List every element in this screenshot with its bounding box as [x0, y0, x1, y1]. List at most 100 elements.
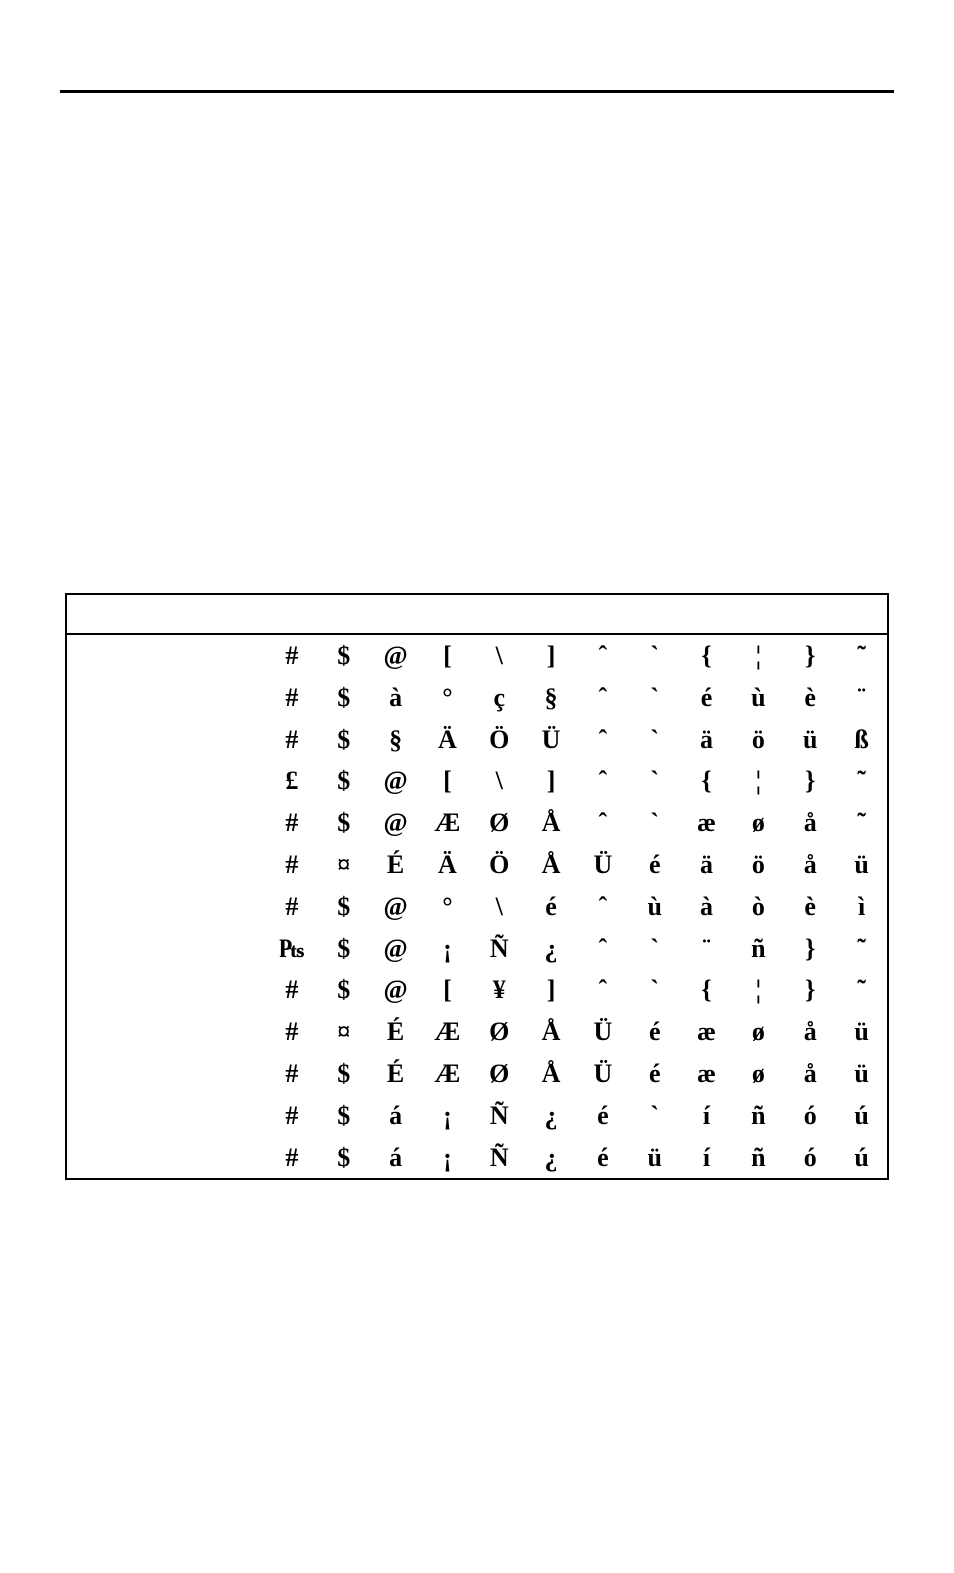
char-cell: ø [732, 802, 784, 844]
char-cell: @ [370, 969, 422, 1011]
char-cell: ` [629, 719, 681, 761]
page-header-rule [60, 90, 894, 93]
character-table: #$@[\]ˆ`{¦}˜#$à°ç§ˆ`éùè¨#$§ÄÖÜˆ`äöüß£$@[… [65, 593, 889, 1180]
char-cell: @ [370, 886, 422, 928]
char-cell: Å [525, 1053, 577, 1095]
char-cell: \ [473, 634, 525, 677]
table-row: #$@[¥]ˆ`{¦}˜ [66, 969, 888, 1011]
char-cell: ú [836, 1095, 888, 1137]
table-row: #¤ÉÆØÅÜéæøåü [66, 1011, 888, 1053]
char-cell: ˜ [836, 969, 888, 1011]
char-cell: { [681, 634, 733, 677]
char-cell: Å [525, 844, 577, 886]
table-row: #$á¡Ñ¿é`íñóú [66, 1095, 888, 1137]
char-cell: Å [525, 1011, 577, 1053]
char-cell: # [266, 1137, 318, 1180]
row-label-cell [66, 1095, 266, 1137]
char-cell: $ [318, 969, 370, 1011]
char-cell: é [577, 1095, 629, 1137]
table-row: ₧$@¡Ñ¿ˆ`¨ñ}˜ [66, 928, 888, 970]
row-label-cell [66, 969, 266, 1011]
char-cell: Ü [577, 1053, 629, 1095]
char-cell: ñ [732, 1137, 784, 1180]
char-cell: É [370, 844, 422, 886]
char-cell: @ [370, 802, 422, 844]
char-cell: $ [318, 802, 370, 844]
char-cell: { [681, 760, 733, 802]
char-cell: ˆ [577, 802, 629, 844]
char-cell: é [629, 1011, 681, 1053]
char-cell: Ö [473, 719, 525, 761]
char-cell: ü [629, 1137, 681, 1180]
char-cell: @ [370, 928, 422, 970]
char-cell: á [370, 1137, 422, 1180]
char-cell: å [784, 802, 836, 844]
char-cell: [ [421, 969, 473, 1011]
char-cell: } [784, 634, 836, 677]
char-cell: é [525, 886, 577, 928]
char-cell: ì [836, 886, 888, 928]
char-cell: [ [421, 760, 473, 802]
table-row: #$ÉÆØÅÜéæøåü [66, 1053, 888, 1095]
char-cell: Ñ [473, 1137, 525, 1180]
char-cell: # [266, 677, 318, 719]
char-cell: ° [421, 677, 473, 719]
char-cell: Æ [421, 802, 473, 844]
char-cell: ¨ [836, 677, 888, 719]
table-row: #$@ÆØÅˆ`æøå˜ [66, 802, 888, 844]
char-cell: \ [473, 886, 525, 928]
char-cell: ˆ [577, 760, 629, 802]
char-cell: $ [318, 719, 370, 761]
char-cell: Ü [525, 719, 577, 761]
char-cell: ç [473, 677, 525, 719]
char-cell: ß [836, 719, 888, 761]
char-cell: å [784, 844, 836, 886]
char-cell: ø [732, 1053, 784, 1095]
char-cell: } [784, 969, 836, 1011]
character-table-wrap: #$@[\]ˆ`{¦}˜#$à°ç§ˆ`éùè¨#$§ÄÖÜˆ`äöüß£$@[… [65, 593, 889, 1180]
char-cell: ü [836, 1011, 888, 1053]
char-cell: # [266, 719, 318, 761]
char-cell: í [681, 1137, 733, 1180]
table-row: #$@°\éˆùàòèì [66, 886, 888, 928]
char-cell: ø [732, 1011, 784, 1053]
char-cell: Ö [473, 844, 525, 886]
char-cell: £ [266, 760, 318, 802]
char-cell: } [784, 760, 836, 802]
char-cell: $ [318, 634, 370, 677]
char-cell: ¡ [421, 928, 473, 970]
char-cell: ú [836, 1137, 888, 1180]
char-cell: ä [681, 844, 733, 886]
char-cell: ` [629, 969, 681, 1011]
char-cell: ˆ [577, 677, 629, 719]
row-label-cell [66, 802, 266, 844]
char-cell: $ [318, 677, 370, 719]
char-cell: ò [732, 886, 784, 928]
char-cell: ¨ [681, 928, 733, 970]
char-cell: } [784, 928, 836, 970]
char-cell: ä [681, 719, 733, 761]
row-label-cell [66, 928, 266, 970]
char-cell: Ø [473, 1011, 525, 1053]
table-header-row [66, 594, 888, 634]
char-cell: è [784, 886, 836, 928]
char-cell: $ [318, 1053, 370, 1095]
char-cell: Ä [421, 844, 473, 886]
row-label-cell [66, 1011, 266, 1053]
char-cell: § [370, 719, 422, 761]
char-cell: ] [525, 634, 577, 677]
char-cell: ù [629, 886, 681, 928]
char-cell: ˆ [577, 928, 629, 970]
char-cell: ¿ [525, 1095, 577, 1137]
char-cell: Ü [577, 844, 629, 886]
char-cell: ¿ [525, 1137, 577, 1180]
char-cell: ˆ [577, 719, 629, 761]
char-cell: æ [681, 1053, 733, 1095]
char-cell: ö [732, 719, 784, 761]
char-cell: ` [629, 1095, 681, 1137]
char-cell: ó [784, 1095, 836, 1137]
char-cell: § [525, 677, 577, 719]
char-cell: Æ [421, 1053, 473, 1095]
char-cell: $ [318, 1137, 370, 1180]
char-cell: é [681, 677, 733, 719]
